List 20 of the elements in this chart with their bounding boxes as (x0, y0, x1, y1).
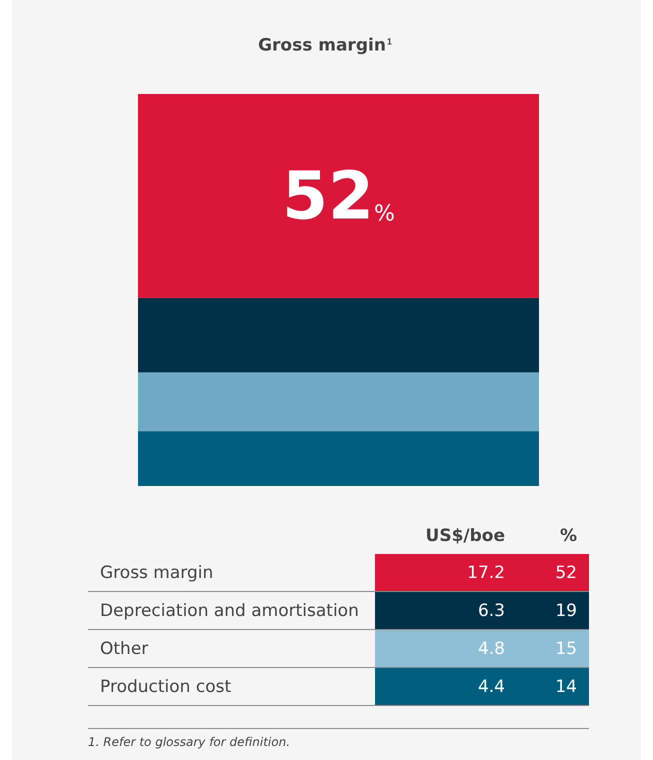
category-label: Gross margin (88, 554, 375, 592)
bar (138, 94, 539, 298)
text: 1. Refer to glossary for definition. (88, 728, 589, 749)
data-label: 52% (282, 157, 395, 234)
data-label: 17.2 (375, 554, 517, 592)
data-label: 4.8 (375, 630, 517, 668)
category-label: Depreciation and amortisation (88, 592, 375, 630)
bar (138, 431, 539, 486)
series-label: % (558, 525, 578, 548)
data-label: 14 (517, 668, 589, 706)
bar (138, 372, 539, 432)
category-label: Other (88, 630, 375, 668)
data-label: 15 (517, 630, 589, 668)
data-label: 4.4 (375, 668, 517, 706)
series-label: US$/boe (424, 525, 506, 548)
data-label: 19 (517, 592, 589, 630)
data-label: 52 (517, 554, 589, 592)
data-label: 6.3 (375, 592, 517, 630)
category-label: Production cost (88, 668, 375, 706)
bar (138, 298, 539, 372)
